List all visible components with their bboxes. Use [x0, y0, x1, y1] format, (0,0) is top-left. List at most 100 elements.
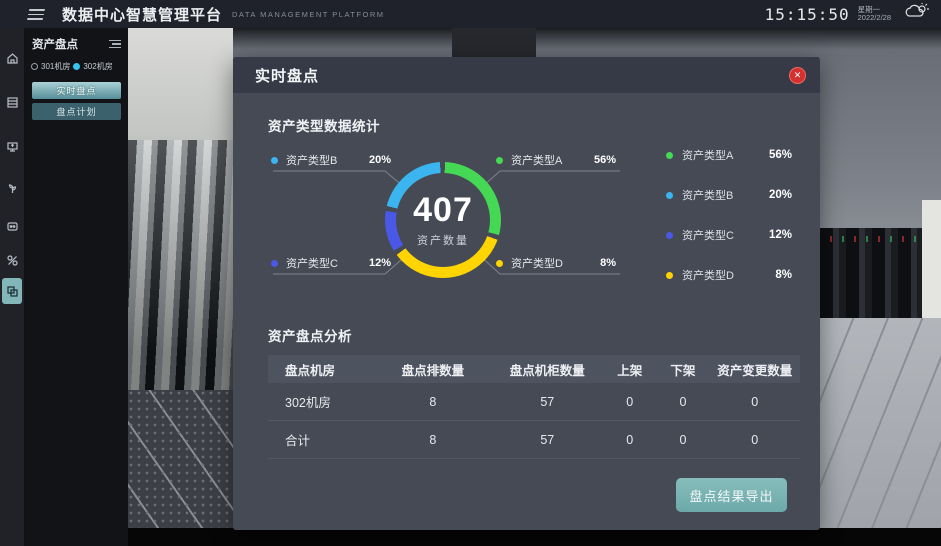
- scene-server-racks: [820, 228, 941, 320]
- type-c-dot: [271, 259, 278, 267]
- nav-rail: [0, 28, 24, 546]
- col-header: 盘点机柜数量: [509, 363, 585, 378]
- radio-label: 302机房: [83, 62, 113, 71]
- legend-label: 资产类型D: [682, 270, 734, 282]
- col-header: 资产变更数量: [717, 363, 793, 378]
- callout-type-b: 资产类型B 20%: [271, 152, 391, 168]
- clock: 15:15:50: [764, 4, 850, 24]
- radio-circle-selected: [73, 63, 81, 70]
- nav-asset-inventory-icon[interactable]: [2, 278, 22, 304]
- scene-rack-leds: [820, 236, 941, 242]
- cell: 57: [540, 432, 555, 447]
- callout-value: 12%: [368, 257, 391, 269]
- app-title: 数据中心智慧管理平台: [62, 6, 223, 24]
- callout-label: 资产类型A: [511, 155, 563, 167]
- radio-circle: [31, 63, 38, 70]
- callout-type-a: 资产类型A 56%: [496, 152, 616, 168]
- cell: 0: [626, 394, 634, 409]
- callout-label: 资产类型B: [286, 155, 338, 167]
- panel-list-icon[interactable]: [109, 39, 121, 49]
- col-header: 盘点机房: [285, 363, 336, 378]
- date: 2022/2/28: [857, 13, 891, 22]
- callout-value: 56%: [593, 154, 616, 166]
- scene-far-wall: [922, 200, 941, 330]
- legend-value: 20%: [768, 189, 792, 201]
- modal-header: 实时盘点 ✕: [233, 57, 820, 93]
- legend-item: 资产类型C 12%: [666, 225, 792, 245]
- col-header: 上架: [617, 363, 643, 378]
- cell: 302机房: [285, 396, 331, 410]
- type-a-dot: [496, 156, 503, 164]
- cell: 0: [751, 432, 759, 447]
- scene-glass-corridor: [128, 140, 233, 390]
- callout-label: 资产类型C: [286, 258, 338, 270]
- inventory-table: 盘点机房 盘点排数量 盘点机柜数量 上架 下架 资产变更数量 302机房 8 5…: [268, 355, 800, 459]
- cell: 0: [679, 394, 687, 409]
- inventory-plan-button[interactable]: 盘点计划: [32, 103, 121, 120]
- legend-dot-d: [666, 271, 673, 279]
- cell: 0: [751, 394, 759, 409]
- scene-pillar: [452, 28, 536, 58]
- room-radio-group: 301机房 302机房: [25, 58, 128, 78]
- col-header: 盘点排数量: [401, 363, 465, 378]
- chart-section-title: 资产类型数据统计: [268, 119, 380, 134]
- top-bar: 数据中心智慧管理平台 DATA MANAGEMENT PLATFORM 15:1…: [0, 0, 941, 28]
- table-row: 302机房 8 57 0 0 0: [268, 383, 800, 421]
- close-icon[interactable]: ✕: [789, 66, 806, 84]
- scene-bottom: [128, 528, 941, 546]
- cell: 8: [429, 432, 437, 447]
- nav-monitor-icon[interactable]: [4, 138, 20, 154]
- legend-value: 12%: [768, 229, 792, 241]
- donut-center: 407 资产数量: [396, 173, 490, 267]
- asset-count-label: 资产数量: [417, 234, 469, 247]
- table-row-total: 合计 8 57 0 0 0: [268, 421, 800, 459]
- legend-dot-c: [666, 231, 673, 239]
- callout-value: 8%: [600, 257, 616, 269]
- legend-value: 8%: [775, 269, 792, 281]
- nav-plant-icon[interactable]: [4, 180, 20, 196]
- nav-rack-icon[interactable]: [4, 94, 20, 110]
- legend-item: 资产类型A 56%: [666, 145, 792, 165]
- cell: 合计: [285, 434, 311, 448]
- legend-dot-b: [666, 191, 673, 199]
- date-block: 星期一 2022/2/28: [857, 4, 891, 23]
- legend-label: 资产类型C: [682, 230, 734, 242]
- callout-label: 资产类型D: [511, 258, 563, 270]
- radio-label: 301机房: [41, 62, 71, 71]
- type-d-dot: [496, 259, 503, 267]
- nav-robot-icon[interactable]: [4, 218, 20, 234]
- menu-icon[interactable]: [26, 8, 46, 20]
- scene-floor-right: [820, 318, 941, 546]
- legend-label: 资产类型A: [682, 150, 734, 162]
- realtime-inventory-modal: 实时盘点 ✕ 资产类型数据统计 资产类型B 20% 资产类型A 56% 资产类型…: [233, 57, 820, 530]
- radio-room-302[interactable]: 302机房: [73, 61, 113, 72]
- export-results-button[interactable]: 盘点结果导出: [676, 478, 787, 512]
- legend-label: 资产类型B: [682, 190, 734, 202]
- nav-stats-icon[interactable]: [4, 252, 20, 268]
- cell: 57: [540, 394, 555, 409]
- asset-count: 407: [413, 190, 473, 229]
- cell: 0: [679, 432, 687, 447]
- app-subtitle: DATA MANAGEMENT PLATFORM: [232, 9, 385, 19]
- modal-title: 实时盘点: [255, 67, 320, 85]
- scene-wall-left: [128, 28, 233, 140]
- chart-legend: 资产类型A 56% 资产类型B 20% 资产类型C 12% 资产类型D 8%: [666, 145, 792, 305]
- weekday: 星期一: [857, 4, 881, 14]
- cell: 0: [626, 432, 634, 447]
- callout-value: 20%: [368, 154, 391, 166]
- legend-value: 56%: [768, 149, 792, 161]
- legend-item: 资产类型B 20%: [666, 185, 792, 205]
- radio-room-301[interactable]: 301机房: [31, 61, 70, 72]
- asset-inventory-panel: 资产盘点 301机房 302机房 实时盘点 盘点计划: [25, 28, 128, 546]
- callout-type-c: 资产类型C 12%: [271, 255, 391, 271]
- weather-icon: [905, 2, 929, 25]
- panel-title: 资产盘点: [32, 39, 78, 51]
- callout-type-d: 资产类型D 8%: [496, 255, 616, 271]
- table-header-row: 盘点机房 盘点排数量 盘点机柜数量 上架 下架 资产变更数量: [268, 355, 800, 383]
- legend-dot-a: [666, 151, 673, 159]
- col-header: 下架: [670, 363, 696, 378]
- cell: 8: [429, 394, 437, 409]
- realtime-inventory-button[interactable]: 实时盘点: [32, 82, 121, 99]
- nav-home-icon[interactable]: [4, 50, 20, 66]
- scene-perforated-floor: [128, 390, 233, 546]
